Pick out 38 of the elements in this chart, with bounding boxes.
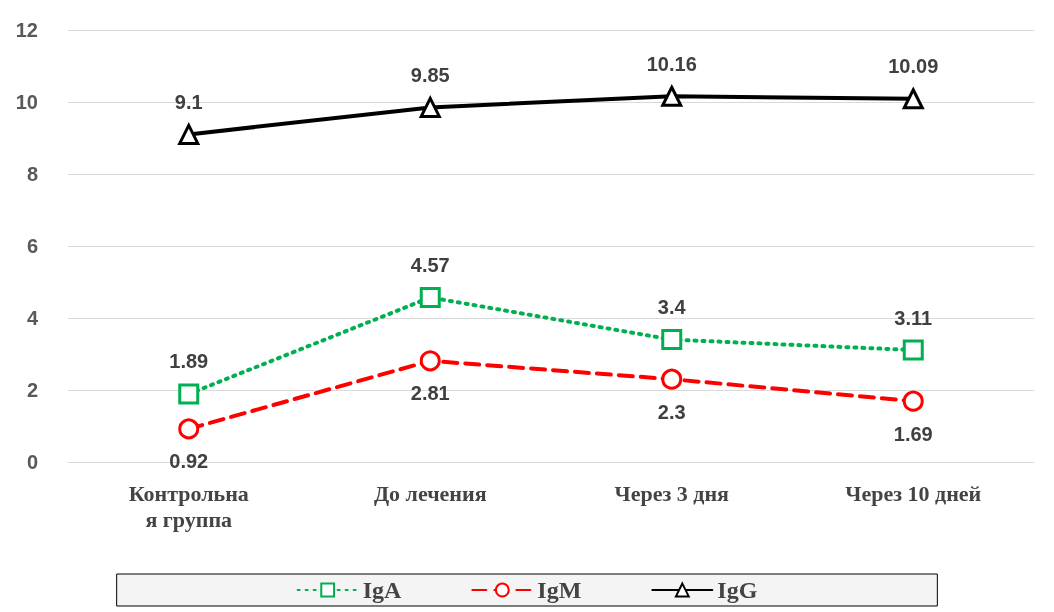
point: [661, 85, 683, 107]
point: [419, 350, 441, 372]
point: [178, 383, 200, 405]
y-tick-label: 12: [15, 19, 38, 41]
x-tick-label: Контрольная группа: [128, 480, 249, 532]
point: [419, 286, 441, 308]
legend-label: IgM: [537, 577, 582, 603]
x-tick-label: Через 10 дней: [845, 480, 982, 506]
y-tick-label: 6: [26, 235, 38, 257]
point: [661, 368, 683, 390]
data-label: 1.69: [893, 422, 933, 445]
data-label: 10.09: [888, 55, 939, 78]
point: [902, 339, 924, 361]
y-tick-label: 10: [15, 91, 38, 113]
data-label: 1.89: [169, 350, 209, 373]
data-label: 2.3: [657, 400, 686, 423]
y-tick-label: 8: [26, 163, 38, 185]
data-label: 4.57: [410, 253, 450, 276]
x-tick-label: Через 3 дня: [614, 480, 730, 506]
data-label: 0.92: [169, 450, 209, 473]
data-label: 9.1: [174, 90, 203, 113]
point: [178, 418, 200, 440]
data-label: 3.11: [894, 306, 933, 329]
y-tick-label: 4: [26, 307, 39, 329]
data-label: 10.16: [646, 52, 697, 75]
legend-label: IgA: [362, 577, 402, 603]
point: [178, 123, 200, 145]
point: [902, 390, 924, 412]
data-label: 2.81: [410, 382, 450, 405]
data-label: 9.85: [410, 63, 450, 86]
y-tick-label: 0: [26, 451, 38, 473]
point: [661, 329, 683, 351]
y-tick-label: 2: [26, 379, 38, 401]
legend-label: IgG: [717, 577, 758, 603]
point: [419, 96, 441, 118]
point: [902, 88, 924, 110]
data-label: 3.4: [657, 296, 687, 319]
x-tick-label: До лечения: [373, 480, 487, 506]
